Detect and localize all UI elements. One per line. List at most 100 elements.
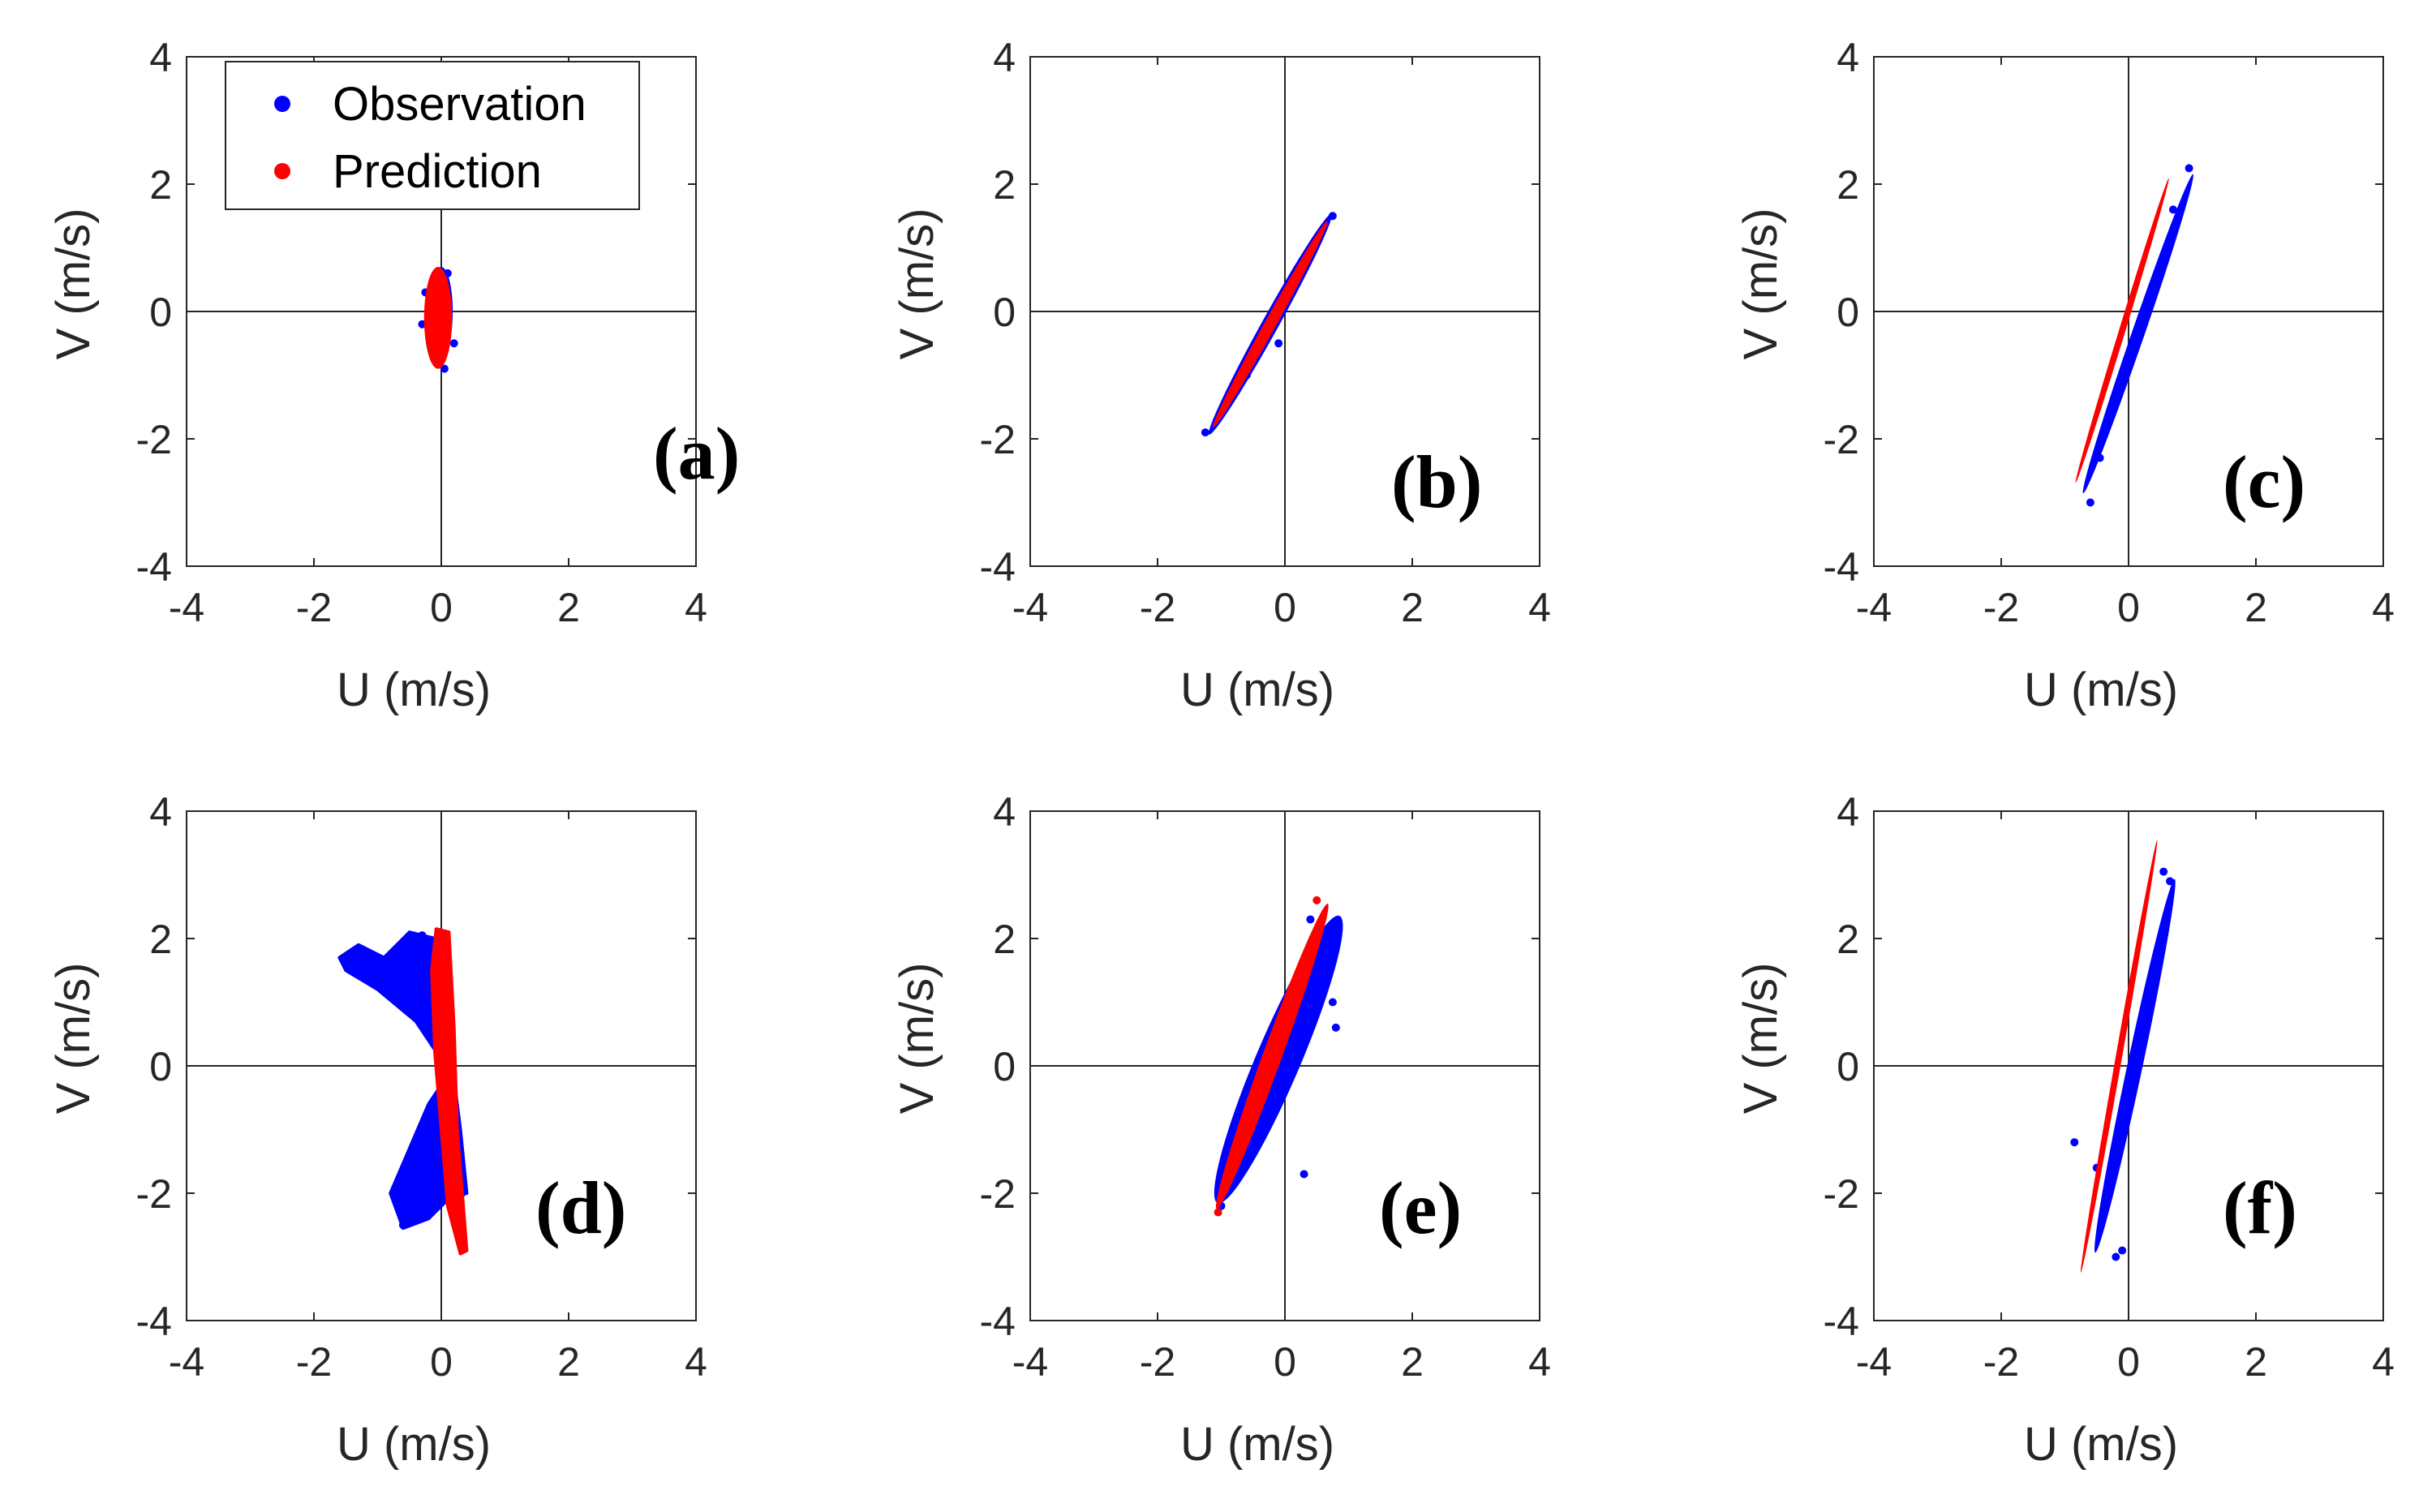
y-tick-label-d: 0 xyxy=(149,1044,172,1089)
x-tick-label-a: -4 xyxy=(169,585,204,630)
legend-box xyxy=(225,61,640,210)
y-tick-label-e: 0 xyxy=(993,1044,1016,1089)
observation-point-c xyxy=(2185,164,2193,173)
plot-area-f: -4 -2 0 2 4 -4 -2 0 2 4 xyxy=(1824,789,2395,1385)
y-tick-label-e: 2 xyxy=(993,917,1016,962)
observation-point-a xyxy=(440,364,449,373)
y-tick-label-a: 2 xyxy=(149,162,172,208)
observation-point-c xyxy=(2130,333,2139,341)
x-axis-title-f: U (m/s) xyxy=(2024,1418,2178,1471)
x-tick-label-b: 0 xyxy=(1274,585,1296,630)
observation-point-e xyxy=(1328,998,1337,1007)
prediction-cloud-d-1 xyxy=(430,927,469,1256)
x-tick-label-d: -2 xyxy=(296,1339,332,1385)
observation-point-f xyxy=(2112,1252,2120,1261)
y-tick-label-b: 0 xyxy=(993,290,1016,335)
prediction-cloud-e xyxy=(1215,904,1329,1209)
observation-point-b xyxy=(1274,339,1283,348)
y-tick-label-f: -2 xyxy=(1824,1171,1859,1217)
x-tick-label-b: 4 xyxy=(1528,585,1551,630)
panel-label-c: (c) xyxy=(2223,440,2305,523)
y-tick-label-e: 4 xyxy=(993,789,1016,835)
x-tick-label-c: -2 xyxy=(1983,585,2019,630)
y-axis-title-a: V (m/s) xyxy=(47,208,100,360)
prediction-point-e xyxy=(1313,896,1321,904)
x-tick-label-f: -2 xyxy=(1983,1339,2019,1385)
y-tick-label-d: -4 xyxy=(136,1299,172,1344)
observation-point-f xyxy=(2166,877,2175,886)
x-tick-label-f: 4 xyxy=(2372,1339,2395,1385)
x-tick-label-c: 4 xyxy=(2372,585,2395,630)
panel-b: -4 -2 0 2 4 -4 -2 0 2 4 (b) U (m/s) V (m/s) xyxy=(891,35,1551,716)
y-axis-title-e: V (m/s) xyxy=(891,963,943,1115)
legend: Observation Prediction xyxy=(225,61,640,210)
panel-e: -4 -2 0 2 4 -4 -2 0 2 4 (e) U (m/s) V (m/s) xyxy=(891,789,1551,1471)
x-tick-label-d: 4 xyxy=(685,1339,707,1385)
x-tick-label-d: 2 xyxy=(557,1339,580,1385)
x-tick-label-a: 0 xyxy=(430,585,453,630)
y-tick-label-f: 0 xyxy=(1837,1044,1859,1089)
x-tick-label-f: -4 xyxy=(1856,1339,1892,1385)
x-tick-label-e: -4 xyxy=(1012,1339,1048,1385)
legend-marker-observation xyxy=(274,96,290,112)
x-tick-label-d: -4 xyxy=(169,1339,204,1385)
observation-point-c xyxy=(2086,498,2094,507)
x-tick-label-b: 2 xyxy=(1401,585,1424,630)
y-tick-label-f: -4 xyxy=(1824,1299,1859,1344)
x-tick-label-e: 0 xyxy=(1274,1339,1296,1385)
x-tick-label-f: 2 xyxy=(2245,1339,2267,1385)
y-tick-label-c: -4 xyxy=(1824,544,1859,590)
x-tick-label-d: 0 xyxy=(430,1339,453,1385)
prediction-cloud-b xyxy=(1213,221,1328,427)
panel-c: -4 -2 0 2 4 -4 -2 0 2 4 (c) U (m/s) V (m/s) xyxy=(1734,35,2395,716)
y-tick-label-b: -2 xyxy=(980,417,1016,462)
x-tick-label-a: 4 xyxy=(685,585,707,630)
y-tick-label-d: 2 xyxy=(149,917,172,962)
x-tick-label-e: -2 xyxy=(1140,1339,1175,1385)
y-tick-label-c: 4 xyxy=(1837,35,1859,80)
observation-point-f xyxy=(2159,867,2168,876)
x-tick-label-a: -2 xyxy=(296,585,332,630)
y-tick-label-a: 0 xyxy=(149,290,172,335)
x-tick-label-c: 0 xyxy=(2117,585,2140,630)
plot-area-e: -4 -2 0 2 4 -4 -2 0 2 4 xyxy=(980,789,1551,1385)
observation-point-a xyxy=(449,339,458,348)
legend-label-observation: Observation xyxy=(333,78,586,131)
x-axis-title-c: U (m/s) xyxy=(2024,664,2178,716)
prediction-cloud-f xyxy=(2081,840,2158,1273)
x-tick-label-f: 0 xyxy=(2117,1339,2140,1385)
x-tick-label-c: -4 xyxy=(1856,585,1892,630)
plot-area-c: -4 -2 0 2 4 -4 -2 0 2 4 xyxy=(1824,35,2395,630)
y-tick-label-b: -4 xyxy=(980,544,1016,590)
observation-point-e xyxy=(1306,915,1315,924)
observation-point-d xyxy=(398,1221,407,1230)
panel-f: -4 -2 0 2 4 -4 -2 0 2 4 (f) U (m/s) V (m/s) xyxy=(1734,789,2395,1471)
observation-point-f xyxy=(2070,1138,2079,1147)
panel-label-a: (a) xyxy=(653,412,740,495)
prediction-cloud-a xyxy=(423,267,453,369)
y-tick-label-f: 4 xyxy=(1837,789,1859,835)
x-tick-label-b: -4 xyxy=(1012,585,1048,630)
x-tick-label-b: -2 xyxy=(1140,585,1175,630)
y-tick-label-a: 4 xyxy=(149,35,172,80)
panel-label-b: (b) xyxy=(1391,440,1482,523)
x-axis-title-b: U (m/s) xyxy=(1180,664,1334,716)
y-tick-label-b: 4 xyxy=(993,35,1016,80)
legend-marker-prediction xyxy=(274,163,290,179)
x-axis-title-e: U (m/s) xyxy=(1180,1418,1334,1471)
plot-area-d: -4 -2 0 2 4 -4 -2 0 2 4 xyxy=(136,789,707,1385)
observation-point-e xyxy=(1331,1023,1340,1032)
y-tick-label-d: -2 xyxy=(136,1171,172,1217)
observation-point-b xyxy=(1201,428,1209,437)
y-tick-label-a: -2 xyxy=(136,417,172,462)
x-tick-label-e: 2 xyxy=(1401,1339,1424,1385)
observation-point-e xyxy=(1319,985,1328,994)
observation-point-c xyxy=(2095,453,2104,462)
y-tick-label-c: 2 xyxy=(1837,162,1859,208)
y-tick-label-c: 0 xyxy=(1837,290,1859,335)
legend-label-prediction: Prediction xyxy=(333,145,542,198)
observation-cloud-c xyxy=(2082,174,2193,494)
observation-point-f xyxy=(2118,1246,2127,1255)
x-axis-title-a: U (m/s) xyxy=(337,664,491,716)
y-axis-title-f: V (m/s) xyxy=(1734,963,1787,1115)
